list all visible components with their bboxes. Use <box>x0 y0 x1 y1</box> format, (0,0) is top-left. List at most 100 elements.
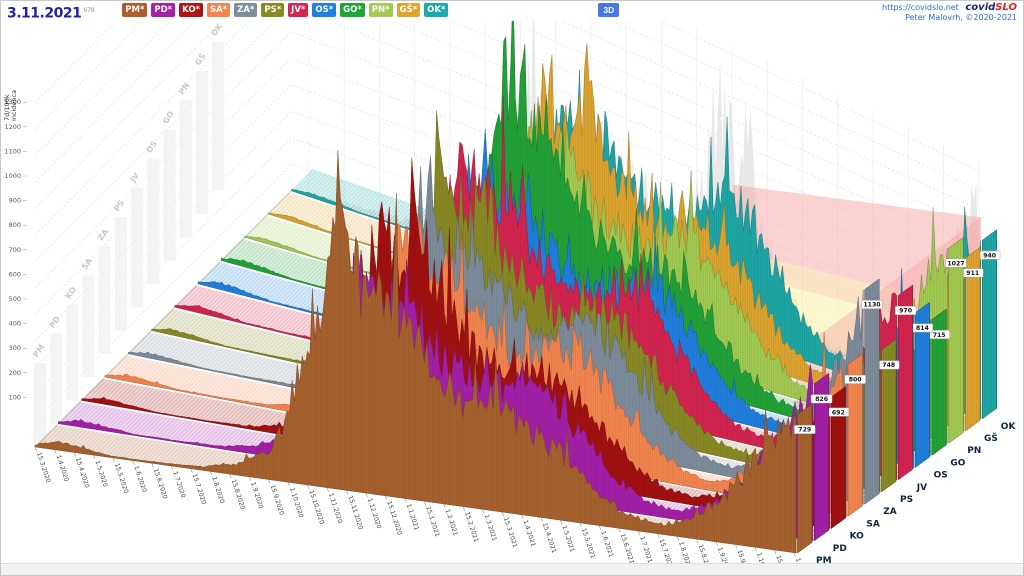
x-tick-label: 1.8.2020 <box>210 476 225 504</box>
value-label-PM: 729 <box>798 427 811 434</box>
value-label-box-PN <box>945 258 967 268</box>
value-label-OS: 814 <box>916 325 930 332</box>
region-toggle-PM[interactable]: PM* <box>122 3 148 17</box>
region-axis-label-PD: PD <box>833 544 847 554</box>
x-tick-label: 1.3.2021 <box>483 514 498 542</box>
x-tick-label: 1.12.2020 <box>366 498 382 530</box>
x-tick-label: 15.5.2020 <box>113 462 129 494</box>
region-axis-label-KO: KO <box>850 532 865 542</box>
x-tick-label: 15.7.2021 <box>658 538 674 566</box>
x-tick-label: 15.3.2020 <box>35 451 51 483</box>
region-toggle-GŠ[interactable]: GŠ* <box>396 3 421 17</box>
region-toggle-ZA[interactable]: ZA* <box>234 3 258 17</box>
x-tick-label: 1.5.2021 <box>560 525 575 553</box>
region-axis-label-PS: PS <box>900 495 913 505</box>
region-toggle-PS[interactable]: PS* <box>261 3 285 17</box>
far-end-label-ZA: ZA <box>96 227 111 243</box>
brand-logo: covidSLO <box>965 2 1017 13</box>
far-end-column-PS <box>115 217 127 331</box>
x-tick-label: 1.6.2021 <box>599 530 614 558</box>
region-toggle-OK[interactable]: OK* <box>424 3 449 17</box>
y-tick-label: 1000 <box>4 172 21 180</box>
x-tick-label: 1.7.2021 <box>638 535 653 563</box>
x-tick-label: 1.4.2021 <box>521 519 536 547</box>
value-label-box-SA <box>844 374 866 384</box>
region-toggle-OS[interactable]: OS* <box>312 3 337 17</box>
far-end-column-GO <box>163 129 176 261</box>
y-tick-label: 600 <box>9 270 21 278</box>
date-text: 3.11.2021 <box>7 5 82 22</box>
y-tick-label: 300 <box>9 344 21 352</box>
view-3d-button[interactable]: 3D <box>598 3 620 17</box>
current-bar-hatch-PN <box>948 237 964 444</box>
x-tick-label: 15.6.2021 <box>619 533 635 565</box>
site-link[interactable]: https://covidslo.net <box>882 3 959 12</box>
x-tick-label: 15.1.2021 <box>424 506 440 538</box>
far-end-label-GŠ: GŠ <box>192 51 208 68</box>
current-bar-hatch-GŠ <box>965 247 980 431</box>
x-tick-label: 15.3.2021 <box>502 516 518 548</box>
threshold-band-back-red <box>732 184 981 311</box>
far-end-column-PD <box>50 333 63 424</box>
region-toggle-PD[interactable]: PD* <box>151 3 176 17</box>
x-tick-label: 15.2.2021 <box>463 511 479 543</box>
x-tick-label: 1.11.2020 <box>327 492 343 524</box>
x-tick-label: 1.9.2020 <box>249 481 264 509</box>
value-label-box-JV <box>894 305 917 315</box>
far-end-column-KO <box>66 304 79 401</box>
current-bar-hatch-OK <box>982 229 997 419</box>
region-axis-label-OS: OS <box>934 471 948 481</box>
toolbar: 3.11.2021 678 PM* PD* KO* SA* ZA* PS* JV* OS* GO*… <box>1 1 1023 23</box>
far-end-column-GŠ <box>196 71 208 214</box>
y-tick-label: 800 <box>9 221 21 229</box>
x-tick-label: 15.8.2020 <box>230 479 246 511</box>
far-end-label-PD: PD <box>47 314 62 330</box>
x-tick-label: 15.6.2020 <box>152 468 168 500</box>
value-label-SA: 800 <box>849 377 863 384</box>
value-label-PN: 1027 <box>947 260 964 267</box>
far-end-column-PM <box>34 363 46 447</box>
current-bar-hatch-SA <box>847 353 863 517</box>
ridge-hatch-PM <box>35 150 796 553</box>
ridge-hatch-ZA <box>128 156 864 505</box>
current-bar-hatch-PS <box>881 339 896 492</box>
x-tick-label: 1.4.2020 <box>55 454 70 482</box>
current-date: 3.11.2021 678 <box>7 3 95 22</box>
current-bar-hatch-OS <box>915 302 930 468</box>
value-label-ZA: 1130 <box>863 302 881 309</box>
x-tick-label: 15.10.2020 <box>307 489 325 525</box>
current-bar-hatch-JV <box>898 284 913 480</box>
value-label-PD: 826 <box>815 396 828 403</box>
region-toggle-SA[interactable]: SA* <box>207 3 231 17</box>
y-tick-label: 1200 <box>4 123 21 131</box>
current-bar-hatch-PM <box>797 403 812 553</box>
region-axis-label-PM: PM <box>816 556 832 566</box>
x-tick-label: 15.5.2021 <box>580 527 596 559</box>
current-bar-hatch-ZA <box>864 278 880 505</box>
x-tick-label: 15.9.2020 <box>269 484 285 516</box>
far-end-label-JV: JV <box>128 171 142 185</box>
far-end-column-OK <box>212 41 225 191</box>
credits-block: https://covidslo.net covidSLO Peter Malo… <box>882 3 1017 23</box>
value-label-OK: 940 <box>983 252 997 259</box>
current-bar-hatch-GO <box>931 309 947 456</box>
x-tick-label: 1.7.2020 <box>171 470 186 498</box>
current-bar-hatch-PD <box>814 373 829 541</box>
value-label-box-PD <box>810 394 833 404</box>
region-toggle-JV[interactable]: JV* <box>288 3 309 17</box>
value-label-box-ZA <box>861 299 883 309</box>
x-tick-label: 1.1.2021 <box>405 503 420 531</box>
region-toggle-KO[interactable]: KO* <box>179 3 204 17</box>
y-axis-title: 7d/100kincidenca <box>3 90 18 121</box>
far-end-label-GO: GO <box>161 109 176 125</box>
footer-strip <box>1 563 1023 575</box>
region-toggle-PN[interactable]: PN* <box>368 3 393 17</box>
region-axis-label-SA: SA <box>866 519 879 529</box>
region-axis-label-PN: PN <box>967 446 981 456</box>
y-tick-label: 500 <box>9 295 21 303</box>
credit-line: Peter Malovrh, ©2020-2021 <box>905 13 1017 22</box>
region-toggle-GO[interactable]: GO* <box>340 3 365 17</box>
far-end-label-PS: PS <box>112 198 126 213</box>
